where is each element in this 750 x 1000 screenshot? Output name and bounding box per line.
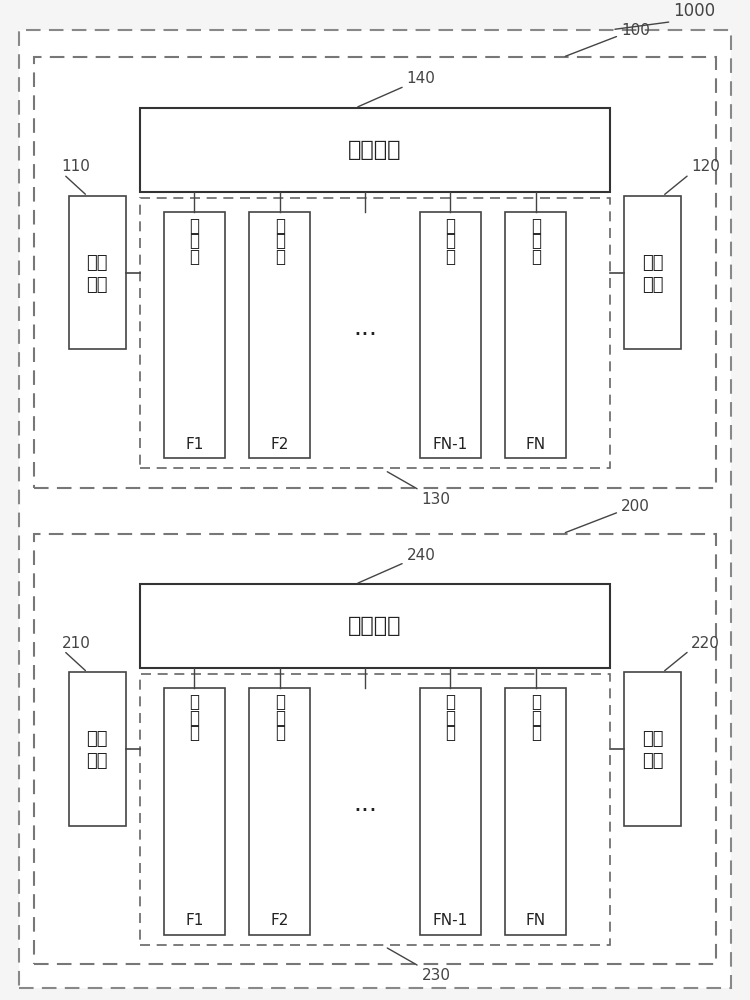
Text: 滤: 滤 bbox=[446, 693, 455, 711]
FancyBboxPatch shape bbox=[140, 674, 610, 945]
Text: F1: F1 bbox=[185, 437, 204, 452]
Text: ···: ··· bbox=[353, 323, 377, 347]
Text: 210: 210 bbox=[62, 636, 91, 651]
Text: 输出: 输出 bbox=[642, 730, 664, 748]
Text: 240: 240 bbox=[406, 548, 436, 563]
Text: 波: 波 bbox=[446, 232, 455, 250]
Text: 140: 140 bbox=[406, 71, 436, 86]
Text: 波: 波 bbox=[531, 232, 541, 250]
FancyBboxPatch shape bbox=[624, 672, 681, 826]
Text: FN: FN bbox=[526, 437, 546, 452]
Text: 端口: 端口 bbox=[642, 752, 664, 770]
Text: 器: 器 bbox=[446, 724, 455, 742]
Text: 波: 波 bbox=[190, 709, 200, 727]
Text: 器: 器 bbox=[531, 248, 541, 266]
Text: FN-1: FN-1 bbox=[433, 913, 468, 928]
Text: 波: 波 bbox=[190, 232, 200, 250]
FancyBboxPatch shape bbox=[140, 584, 610, 668]
Text: 200: 200 bbox=[621, 499, 650, 514]
FancyBboxPatch shape bbox=[140, 198, 610, 468]
FancyBboxPatch shape bbox=[420, 688, 481, 935]
Text: 波: 波 bbox=[274, 709, 285, 727]
FancyBboxPatch shape bbox=[69, 672, 126, 826]
Text: F2: F2 bbox=[271, 913, 289, 928]
Text: 输入: 输入 bbox=[86, 254, 108, 272]
Text: 器: 器 bbox=[274, 248, 285, 266]
Text: 输出: 输出 bbox=[642, 254, 664, 272]
Text: F1: F1 bbox=[185, 913, 204, 928]
FancyBboxPatch shape bbox=[34, 57, 716, 488]
FancyBboxPatch shape bbox=[34, 534, 716, 964]
Text: F2: F2 bbox=[271, 437, 289, 452]
Text: 滤: 滤 bbox=[446, 217, 455, 235]
Text: 器: 器 bbox=[531, 724, 541, 742]
Text: 120: 120 bbox=[692, 159, 720, 174]
Text: 230: 230 bbox=[422, 968, 451, 983]
Text: 器: 器 bbox=[274, 724, 285, 742]
Text: FN: FN bbox=[526, 913, 546, 928]
Text: 波: 波 bbox=[274, 232, 285, 250]
Text: FN-1: FN-1 bbox=[433, 437, 468, 452]
FancyBboxPatch shape bbox=[164, 688, 225, 935]
Text: 110: 110 bbox=[62, 159, 91, 174]
Text: 端口: 端口 bbox=[86, 752, 108, 770]
FancyBboxPatch shape bbox=[624, 196, 681, 349]
FancyBboxPatch shape bbox=[505, 688, 566, 935]
FancyBboxPatch shape bbox=[164, 212, 225, 458]
FancyBboxPatch shape bbox=[140, 108, 610, 192]
Text: 1000: 1000 bbox=[674, 2, 716, 20]
Text: 滤: 滤 bbox=[531, 693, 541, 711]
Text: 器: 器 bbox=[446, 248, 455, 266]
FancyBboxPatch shape bbox=[69, 196, 126, 349]
Text: 滤: 滤 bbox=[190, 693, 200, 711]
Text: 选通单元: 选通单元 bbox=[348, 616, 402, 636]
Text: 器: 器 bbox=[190, 724, 200, 742]
Text: 滤: 滤 bbox=[531, 217, 541, 235]
FancyBboxPatch shape bbox=[20, 30, 730, 988]
Text: 端口: 端口 bbox=[642, 276, 664, 294]
Text: 波: 波 bbox=[446, 709, 455, 727]
Text: 选通单元: 选通单元 bbox=[348, 140, 402, 160]
Text: 130: 130 bbox=[422, 492, 451, 507]
FancyBboxPatch shape bbox=[420, 212, 481, 458]
Text: 输入: 输入 bbox=[86, 730, 108, 748]
Text: ···: ··· bbox=[353, 799, 377, 823]
Text: 滤: 滤 bbox=[274, 217, 285, 235]
FancyBboxPatch shape bbox=[249, 688, 310, 935]
Text: 滤: 滤 bbox=[274, 693, 285, 711]
Text: 220: 220 bbox=[692, 636, 720, 651]
FancyBboxPatch shape bbox=[505, 212, 566, 458]
Text: 器: 器 bbox=[190, 248, 200, 266]
Text: 波: 波 bbox=[531, 709, 541, 727]
Text: 100: 100 bbox=[621, 23, 650, 38]
Text: 端口: 端口 bbox=[86, 276, 108, 294]
FancyBboxPatch shape bbox=[249, 212, 310, 458]
Text: 滤: 滤 bbox=[190, 217, 200, 235]
